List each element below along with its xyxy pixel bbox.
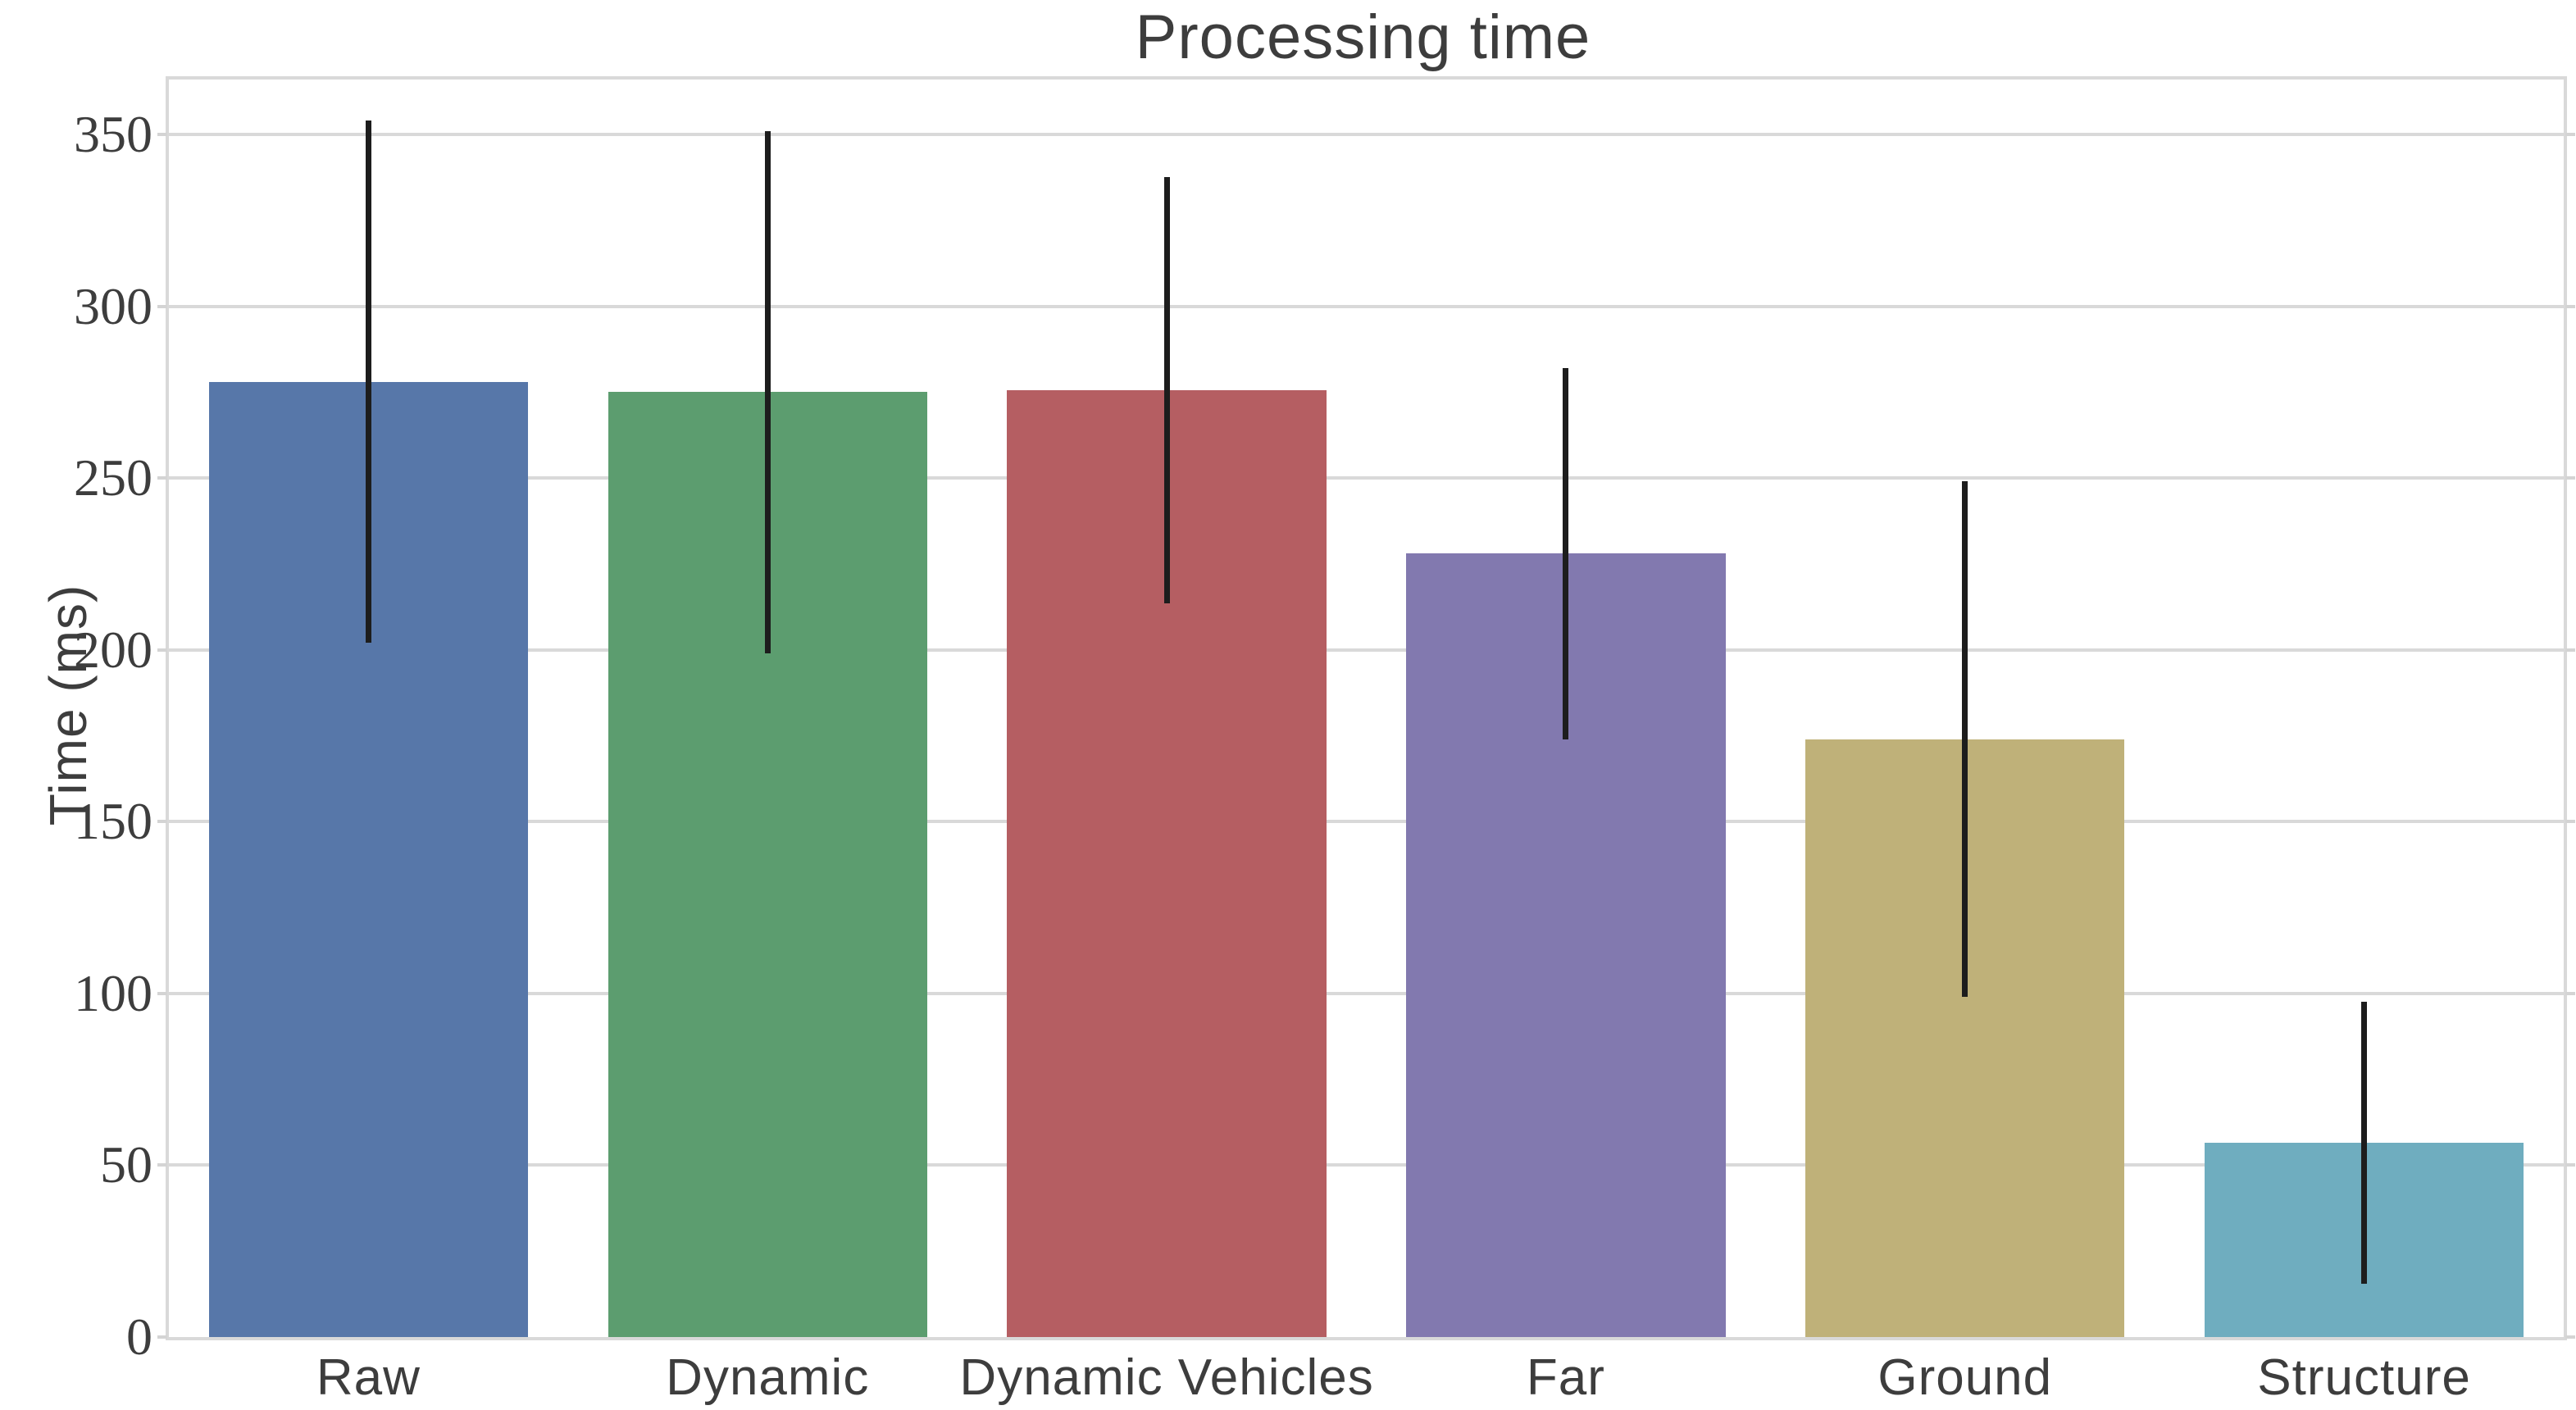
error-bar-structure [2361,1002,2368,1285]
y-tick-mark-right-300 [2565,304,2575,308]
x-tick-label-ground: Ground [1877,1349,2053,1406]
x-tick-label-far: Far [1526,1349,1605,1406]
gridline-y-200 [169,648,2564,652]
y-tick-mark-left-350 [157,133,167,137]
y-tick-mark-left-200 [157,648,167,652]
y-tick-mark-right-200 [2565,648,2575,652]
gridline-y-50 [169,1163,2564,1167]
y-tick-mark-right-250 [2565,476,2575,480]
error-bar-ground [1962,481,1968,998]
gridline-y-350 [169,133,2564,137]
gridline-y-300 [169,304,2564,308]
gridline-y-250 [169,476,2564,480]
y-tick-label-250: 250 [74,448,152,507]
plot-area [166,76,2567,1340]
y-tick-label-150: 150 [74,792,152,851]
y-tick-label-50: 50 [100,1135,152,1194]
y-tick-label-200: 200 [74,620,152,679]
y-tick-label-350: 350 [74,105,152,164]
x-tick-label-dynamic: Dynamic [666,1349,870,1406]
error-bar-far [1563,368,1569,739]
gridline-y-150 [169,820,2564,824]
y-tick-mark-right-0 [2565,1335,2575,1339]
y-tick-mark-right-50 [2565,1163,2575,1167]
y-tick-label-100: 100 [74,963,152,1022]
y-tick-mark-left-0 [157,1335,167,1339]
y-tick-mark-left-250 [157,476,167,480]
y-tick-label-300: 300 [74,276,152,335]
gridline-y-100 [169,991,2564,995]
error-bar-dynamic-vehicles [1163,177,1170,604]
error-bar-dynamic [764,130,771,653]
y-tick-mark-left-300 [157,304,167,308]
y-tick-mark-right-100 [2565,991,2575,995]
x-tick-label-dynamic-vehicles: Dynamic Vehicles [959,1349,1374,1406]
x-tick-label-raw: Raw [316,1349,421,1406]
chart-title: Processing time [1135,2,1591,72]
y-tick-mark-left-100 [157,991,167,995]
y-tick-mark-left-50 [157,1163,167,1167]
y-tick-label-0: 0 [126,1308,152,1366]
y-tick-mark-right-150 [2565,820,2575,824]
y-tick-mark-left-150 [157,820,167,824]
error-bar-raw [365,121,371,644]
y-tick-mark-right-350 [2565,133,2575,137]
x-tick-label-structure: Structure [2257,1349,2471,1406]
